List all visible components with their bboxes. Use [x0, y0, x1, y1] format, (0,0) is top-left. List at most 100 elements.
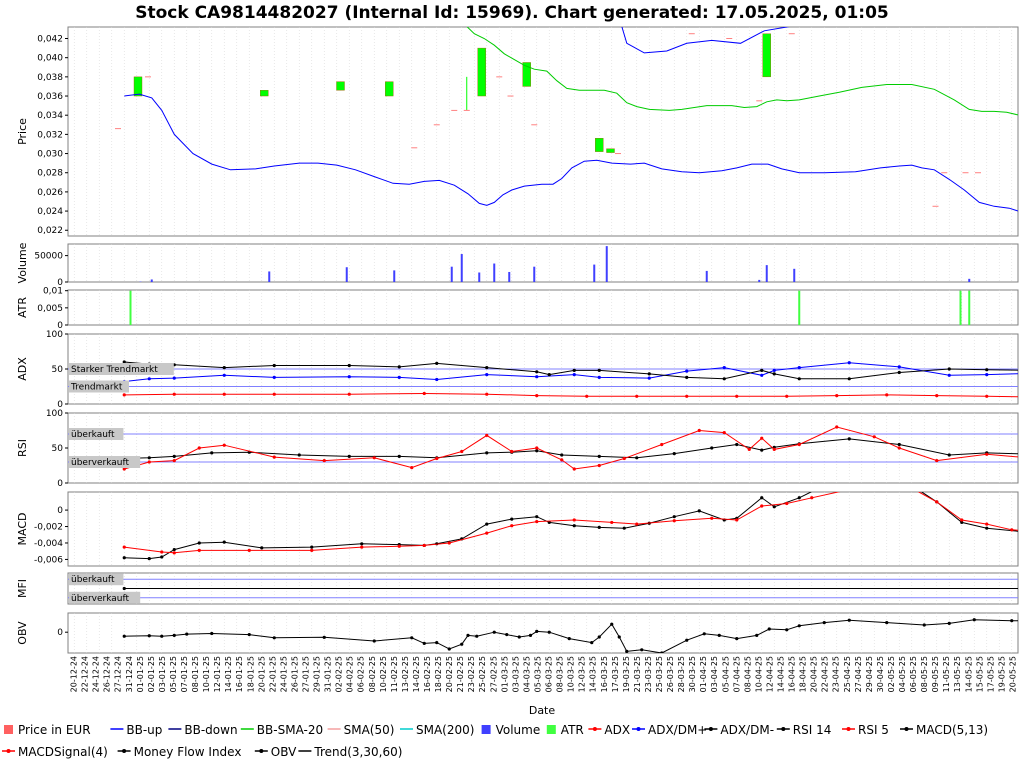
- legend-item: BB-down: [168, 723, 237, 737]
- date-tick-label: 13-05-25: [953, 656, 962, 692]
- series-point: [273, 456, 276, 459]
- y-tick-label: 0,022: [37, 226, 63, 236]
- legend-label: Money Flow Index: [134, 745, 242, 759]
- date-tick-label: 30-03-25: [688, 656, 697, 692]
- series-point: [648, 377, 651, 380]
- legend-label: ATR: [561, 723, 584, 737]
- series-point: [198, 541, 201, 544]
- date-tick-label: 30-04-25: [876, 656, 885, 692]
- volume-bar: [508, 272, 510, 282]
- date-tick-label: 10-04-25: [754, 656, 763, 692]
- legend-item: OBV: [255, 745, 297, 759]
- y-axis-label: ADX: [16, 357, 29, 381]
- date-tick-label: 28-03-25: [677, 656, 686, 692]
- series-point: [773, 372, 776, 375]
- date-tick-label: 22-01-25: [268, 656, 277, 692]
- date-tick-label: 04-02-25: [346, 656, 355, 692]
- x-axis-label: Date: [529, 704, 556, 717]
- series-point: [660, 443, 663, 446]
- date-tick-label: 10-01-25: [202, 656, 211, 692]
- series-point: [948, 622, 951, 625]
- series-point: [598, 455, 601, 458]
- panel-price: 0,0220,0240,0260,0280,0300,0320,0340,036…: [16, 10, 1024, 238]
- date-tick-label: 24-01-25: [279, 656, 288, 692]
- series-point: [560, 453, 563, 456]
- y-tick-label: 0,036: [37, 92, 63, 102]
- date-tick-label: 08-05-25: [920, 656, 929, 692]
- legend-dot: [259, 749, 263, 753]
- date-tick-label: 06-02-25: [357, 656, 366, 692]
- panels-layer: 0,0220,0240,0260,0280,0300,0320,0340,036…: [16, 10, 1024, 655]
- series-point: [703, 632, 706, 635]
- series-point: [173, 634, 176, 637]
- date-tick-label: 20-01-25: [257, 656, 266, 692]
- legend-label: SMA(200): [416, 723, 474, 737]
- y-tick-label: -0,006: [34, 555, 63, 565]
- y-tick-label: 0,005: [37, 304, 63, 314]
- date-tick-label: 08-01-25: [191, 656, 200, 692]
- date-tick-label: 19-03-25: [622, 656, 631, 692]
- date-tick-label: 17-05-25: [986, 656, 995, 692]
- series-point: [573, 518, 576, 521]
- series-point: [568, 637, 571, 640]
- zone-label: überkauft: [71, 430, 115, 440]
- series-point: [710, 517, 713, 520]
- series-point: [310, 545, 313, 548]
- series-point: [485, 434, 488, 437]
- chart-title: Stock CA9814482027 (Internal Id: 15969).…: [135, 3, 889, 23]
- series-point: [598, 464, 601, 467]
- series-point: [410, 636, 413, 639]
- legend-swatch: [482, 725, 491, 734]
- legend-dot: [847, 727, 851, 731]
- series-point: [735, 443, 738, 446]
- series-point: [973, 618, 976, 621]
- legend-swatch: [4, 725, 13, 734]
- date-tick-label: 08-03-25: [556, 656, 565, 692]
- series-point: [510, 524, 513, 527]
- series-point: [685, 370, 688, 373]
- zone-label: Starker Trendmarkt: [71, 365, 158, 375]
- date-tick-label: 21-02-25: [456, 656, 465, 692]
- series-point: [760, 496, 763, 499]
- series-point: [148, 456, 151, 459]
- series-point: [898, 371, 901, 374]
- series-point: [748, 448, 751, 451]
- legend-label: MACD(5,13): [916, 723, 988, 737]
- series-point: [223, 374, 226, 377]
- series-point: [573, 373, 576, 376]
- series-point: [548, 631, 551, 634]
- series-point: [823, 621, 826, 624]
- series-point: [698, 509, 701, 512]
- series-point: [198, 446, 201, 449]
- legend-label: BB-down: [184, 723, 237, 737]
- series-point: [348, 393, 351, 396]
- series-point: [248, 633, 251, 636]
- volume-bar: [393, 270, 395, 282]
- series-point: [798, 366, 801, 369]
- series-point: [635, 395, 638, 398]
- series-point: [590, 641, 593, 644]
- date-tick-label: 12-01-25: [213, 656, 222, 692]
- date-tick-label: 31-12-24: [125, 656, 134, 692]
- legend-dot: [7, 749, 11, 753]
- series-point: [573, 369, 576, 372]
- series-point: [610, 623, 613, 626]
- series-line: [1018, 19, 1024, 57]
- date-tick-label: 01-03-25: [500, 656, 509, 692]
- atr-bar: [960, 291, 962, 325]
- y-axis-label: MACD: [16, 513, 29, 546]
- date-tick-label: 09-05-25: [931, 656, 940, 692]
- date-tick-label: 20-04-25: [810, 656, 819, 692]
- date-tick-label: 19-05-25: [997, 656, 1006, 692]
- series-point: [148, 557, 151, 560]
- y-axis-label: Volume: [16, 242, 29, 283]
- series-point: [123, 556, 126, 559]
- legend-label: Trend(3,30,60): [313, 745, 402, 759]
- series-point: [985, 395, 988, 398]
- series-point: [773, 369, 776, 372]
- series-point: [885, 621, 888, 624]
- series-point: [723, 431, 726, 434]
